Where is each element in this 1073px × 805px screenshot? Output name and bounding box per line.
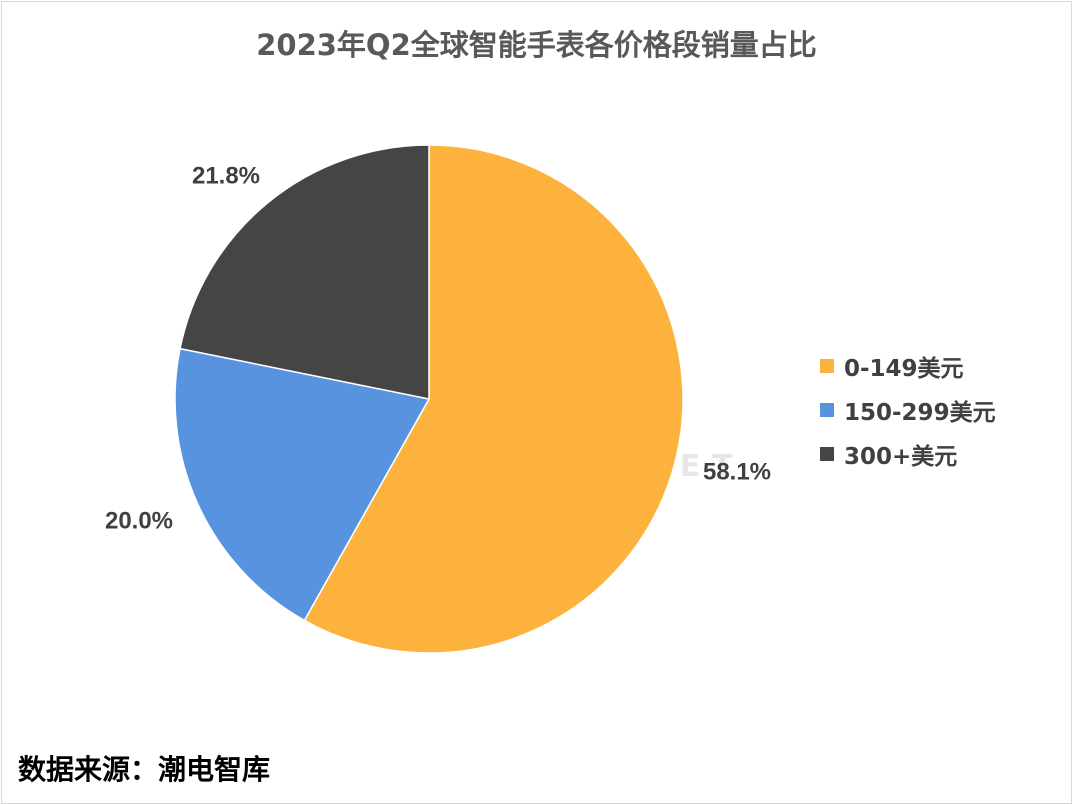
legend-swatch: [820, 359, 834, 373]
slice-data-label-0: 58.1%: [703, 458, 771, 485]
legend-label: 150-299美元: [844, 400, 996, 426]
pie-slice-1: [174, 347, 431, 622]
pie-slice-2: [179, 144, 430, 400]
slice-data-label-1: 20.0%: [105, 507, 173, 534]
pie-slice-0: [303, 144, 684, 654]
legend-item-0-149: 0-149美元: [820, 344, 996, 388]
legend-label: 0-149美元: [844, 356, 964, 382]
legend-label: 300+美元: [844, 444, 958, 470]
slice-data-label-2: 21.8%: [192, 162, 260, 189]
legend-swatch: [820, 403, 834, 417]
legend-item-300-plus: 300+美元: [820, 432, 996, 476]
legend-item-150-299: 150-299美元: [820, 388, 996, 432]
legend: 0-149美元 150-299美元 300+美元: [820, 344, 996, 476]
legend-swatch: [820, 447, 834, 461]
data-source: 数据来源：潮电智库: [18, 753, 271, 786]
chart-title: 2023年Q2全球智能手表各价格段销量占比: [256, 28, 817, 62]
